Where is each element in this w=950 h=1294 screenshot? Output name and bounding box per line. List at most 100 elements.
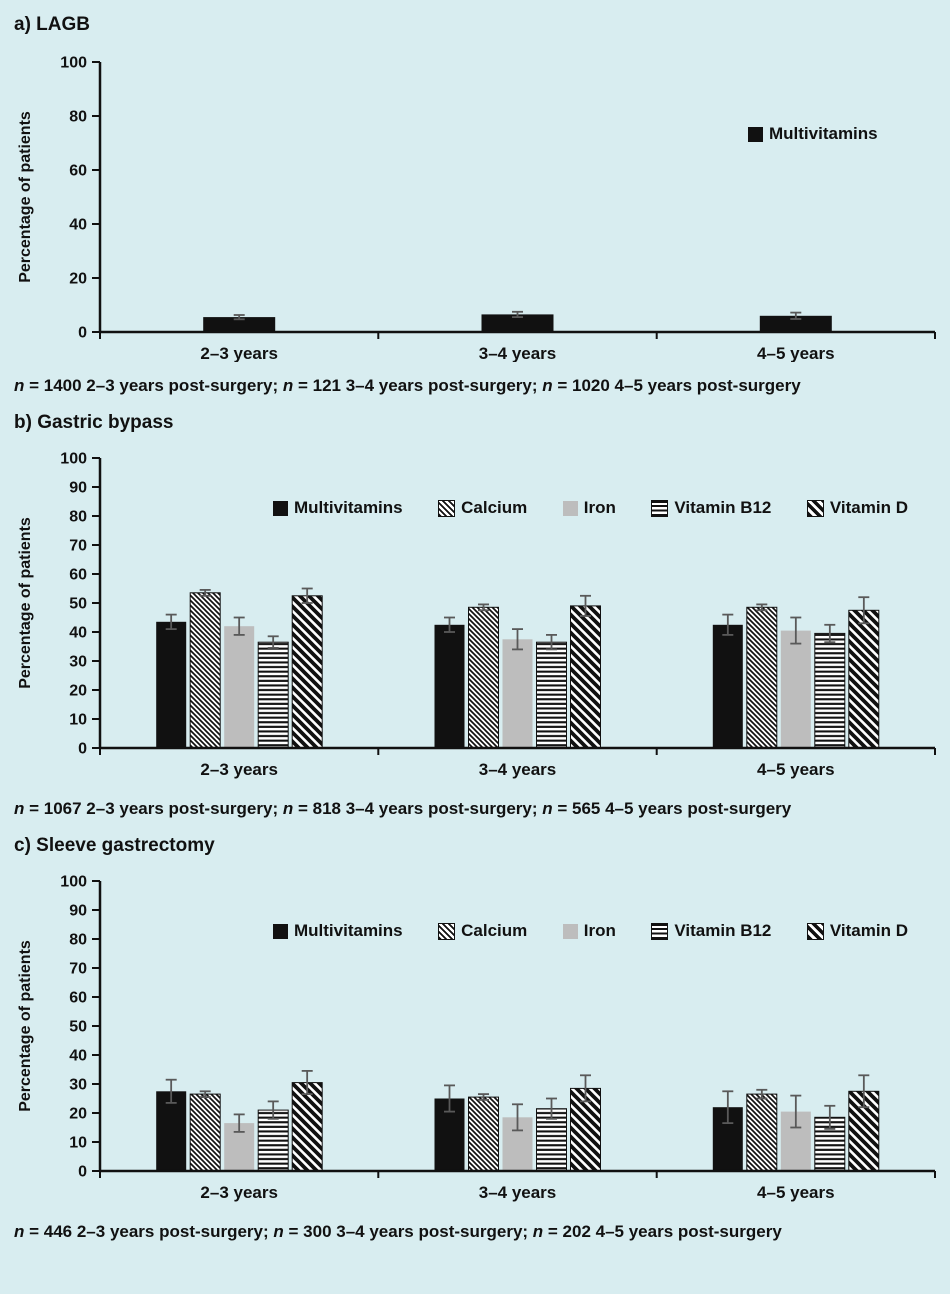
- y-tick-label: 20: [69, 271, 87, 288]
- y-axis-label: Percentage of patients: [17, 111, 34, 283]
- legend-item: Vitamin B12: [651, 498, 771, 518]
- panel-a-caption: n = 1400 2–3 years post-surgery; n = 121…: [14, 376, 950, 396]
- error-bar: [858, 1074, 870, 1109]
- y-tick-label: 60: [69, 163, 87, 180]
- x-category-label: 2–3 years: [200, 344, 278, 362]
- error-bar: [824, 623, 836, 644]
- error-bar: [199, 588, 211, 597]
- x-category-label: 2–3 years: [200, 1183, 278, 1202]
- y-tick-label: 0: [78, 741, 87, 758]
- vitamin-d-swatch-icon: [806, 922, 824, 940]
- error-bar: [512, 628, 523, 651]
- panel-c-chart: 0 10 20 30 40 50 60 70 80 90 100 2–3 years 3–4 years…: [0, 863, 950, 1208]
- calcium-swatch-icon: [438, 922, 456, 940]
- y-tick-label: 70: [69, 961, 87, 978]
- y-tick-label: 60: [69, 990, 87, 1007]
- legend-label: Calcium: [461, 921, 528, 940]
- legend-label: Vitamin B12: [674, 921, 772, 940]
- legend-label: Multivitamins: [294, 921, 403, 940]
- legend-label: Multivitamins: [769, 124, 878, 143]
- error-bar: [580, 594, 591, 617]
- y-tick-label: 10: [69, 712, 87, 729]
- x-category-label: 4–5 years: [757, 1183, 835, 1202]
- error-bar: [165, 613, 177, 631]
- error-bar: [824, 1104, 836, 1130]
- y-tick-label: 50: [69, 1019, 87, 1036]
- error-bar: [546, 633, 557, 651]
- caption-n: n: [542, 799, 553, 818]
- y-tick-label: 50: [69, 596, 87, 613]
- bar: [814, 632, 846, 749]
- vitamin-b12-swatch-icon: [651, 499, 669, 517]
- vitamin-b12-swatch-icon: [651, 922, 669, 940]
- error-bar: [267, 1100, 279, 1120]
- x-category-label: 3–4 years: [479, 1183, 557, 1202]
- y-tick-label: 90: [69, 480, 87, 497]
- error-bar: [301, 1069, 313, 1096]
- y-tick-label: 0: [78, 1164, 87, 1181]
- panel-b-caption: n = 1067 2–3 years post-surgery; n = 818…: [14, 799, 950, 819]
- bar: [536, 641, 567, 749]
- caption-n: n: [273, 1222, 284, 1241]
- error-bar: [233, 1113, 245, 1133]
- bar: [468, 1096, 499, 1172]
- error-bar: [267, 635, 279, 649]
- y-axis-label: Percentage of patients: [17, 517, 34, 689]
- error-bar: [478, 1093, 489, 1101]
- caption-n: n: [282, 799, 294, 818]
- bar: [570, 605, 601, 749]
- calcium-swatch-icon: [438, 499, 456, 517]
- panel-c: c) Sleeve gastrectomy 0 10 20 30 40 50 60 70 80 9…: [0, 835, 950, 1242]
- legend-item: Vitamin D: [806, 498, 908, 518]
- y-tick-label: 80: [69, 109, 87, 126]
- y-tick-label: 20: [69, 683, 87, 700]
- bar: [189, 592, 221, 749]
- y-tick-label: 80: [69, 509, 87, 526]
- y-tick-label: 40: [69, 625, 87, 642]
- panel-b-title: b) Gastric bypass: [14, 412, 174, 433]
- y-tick-label: 30: [69, 1077, 87, 1094]
- y-tick-label: 40: [69, 217, 87, 234]
- caption-text: = 202 4–5 years post-surgery: [543, 1222, 782, 1241]
- caption-text: = 818 3–4 years post-surgery;: [293, 799, 543, 818]
- legend-item: Vitamin B12: [651, 921, 771, 941]
- caption-n: n: [14, 799, 25, 818]
- error-bar: [790, 616, 802, 645]
- y-tick-label: 100: [60, 451, 87, 468]
- legend-label: Iron: [583, 498, 616, 517]
- error-bar: [444, 616, 455, 633]
- multivitamins-swatch-icon: [273, 500, 288, 516]
- multivitamins-swatch-icon: [748, 126, 763, 142]
- caption-text: = 1020 4–5 years post-surgery: [552, 376, 801, 395]
- error-bar: [199, 1090, 211, 1099]
- panel-c-caption: n = 446 2–3 years post-surgery; n = 300 …: [14, 1222, 950, 1242]
- panel-b: b) Gastric bypass 0 10 20 30 40 50 60 70 80 90 100…: [0, 412, 950, 819]
- y-tick-label: 20: [69, 1106, 87, 1123]
- caption-text: = 121 3–4 years post-surgery;: [293, 376, 543, 395]
- bar: [570, 1087, 601, 1172]
- caption-n: n: [542, 376, 553, 395]
- error-bar: [233, 314, 245, 321]
- iron-swatch-icon: [562, 500, 578, 516]
- legend-item: Multivitamins: [273, 498, 403, 518]
- y-tick-label: 100: [60, 874, 87, 891]
- x-category-label: 2–3 years: [200, 760, 278, 779]
- error-bar: [722, 613, 734, 636]
- legend-label: Vitamin D: [829, 921, 908, 940]
- chart-svg: 0 20 40 60 80 100 2–3 years 3–4 years 4–5 years P…: [17, 55, 936, 362]
- y-tick-label: 0: [78, 325, 87, 342]
- chart-svg: 0 10 20 30 40 50 60 70 80 90 100 2–3 years 3–4 years…: [17, 874, 936, 1202]
- error-bar: [756, 603, 768, 612]
- bar: [434, 624, 465, 749]
- error-bar: [756, 1088, 768, 1100]
- y-axis-label: Percentage of patients: [17, 940, 34, 1112]
- legend-label: Vitamin D: [829, 498, 908, 517]
- x-category-label: 3–4 years: [479, 760, 557, 779]
- y-tick-label: 40: [69, 1048, 87, 1065]
- legend-item: Multivitamins: [748, 124, 878, 144]
- legend: Multivitamins: [748, 124, 878, 144]
- y-tick-label: 10: [69, 1135, 87, 1152]
- panel-b-chart: 0 10 20 30 40 50 60 70 80 90 100 2–3 years 3–4 years…: [0, 440, 950, 785]
- error-bar: [790, 311, 802, 320]
- bar: [712, 624, 743, 749]
